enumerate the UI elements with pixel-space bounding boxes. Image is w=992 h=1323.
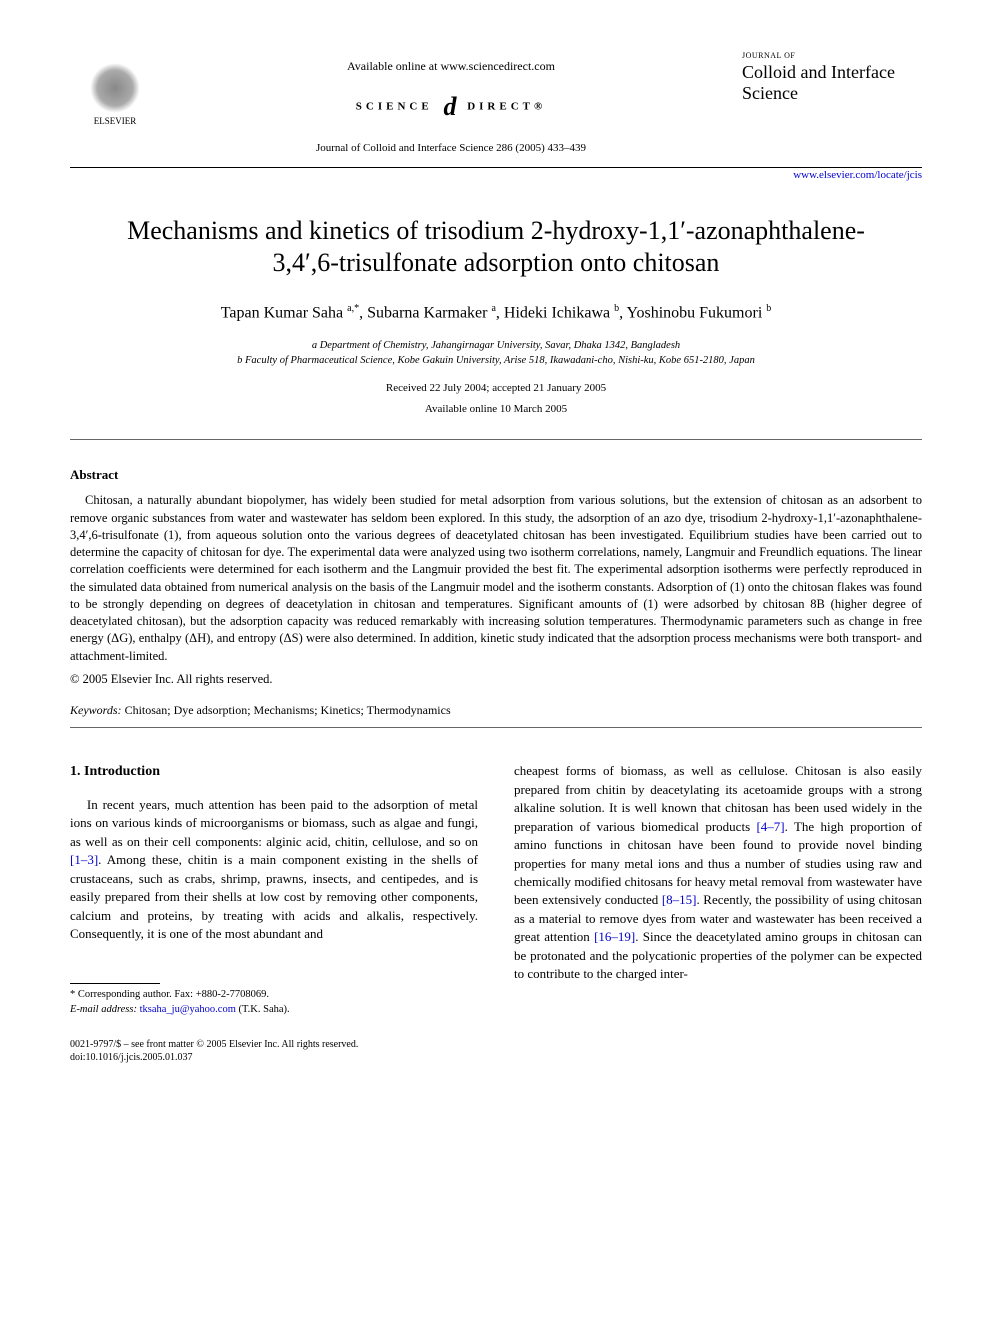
body-columns: 1. Introduction In recent years, much at…: [70, 762, 922, 1018]
intro-para-left: In recent years, much attention has been…: [70, 796, 478, 944]
section-1-heading: 1. Introduction: [70, 762, 478, 782]
abstract-heading: Abstract: [70, 466, 922, 484]
keywords-line: Keywords: Chitosan; Dye adsorption; Mech…: [70, 702, 922, 719]
elsevier-logo: ELSEVIER: [70, 50, 160, 140]
column-left: 1. Introduction In recent years, much at…: [70, 762, 478, 1018]
elsevier-tree-icon: [90, 63, 140, 113]
intro-para-right: cheapest forms of biomass, as well as ce…: [514, 762, 922, 983]
column-right: cheapest forms of biomass, as well as ce…: [514, 762, 922, 1018]
journal-small-label: Journal of: [742, 50, 922, 61]
available-online-text: Available online at www.sciencedirect.co…: [160, 58, 742, 75]
keywords-text: Chitosan; Dye adsorption; Mechanisms; Ki…: [125, 703, 451, 717]
publisher-name: ELSEVIER: [94, 115, 137, 128]
abstract-copyright: © 2005 Elsevier Inc. All rights reserved…: [70, 671, 922, 689]
footnote-rule: [70, 983, 160, 984]
received-date: Received 22 July 2004; accepted 21 Janua…: [70, 381, 922, 396]
doi-line: doi:10.1016/j.jcis.2005.01.037: [70, 1051, 922, 1065]
abstract-text: Chitosan, a naturally abundant biopolyme…: [70, 492, 922, 665]
abstract-bottom-rule: [70, 727, 922, 728]
corresponding-author: * Corresponding author. Fax: +880-2-7708…: [70, 988, 478, 1003]
header-row: ELSEVIER Available online at www.science…: [70, 50, 922, 163]
email-address[interactable]: tksaha_ju@yahoo.com: [140, 1004, 236, 1015]
journal-name: Colloid and Interface Science: [742, 62, 922, 103]
journal-citation: Journal of Colloid and Interface Science…: [160, 141, 742, 156]
sd-left: SCIENCE: [356, 101, 433, 113]
locate-url-link[interactable]: www.elsevier.com/locate/jcis: [793, 169, 922, 181]
email-name: (T.K. Saha).: [239, 1004, 290, 1015]
affiliation-b: b Faculty of Pharmaceutical Science, Kob…: [70, 354, 922, 369]
email-line: E-mail address: tksaha_ju@yahoo.com (T.K…: [70, 1003, 478, 1018]
sd-right: DIRECT®: [467, 101, 546, 113]
sciencedirect-logo: SCIENCE d DIRECT®: [160, 89, 742, 125]
affiliation-a: a Department of Chemistry, Jahangirnagar…: [70, 339, 922, 354]
affiliations: a Department of Chemistry, Jahangirnagar…: [70, 339, 922, 368]
authors-line: Tapan Kumar Saha a,*, Subarna Karmaker a…: [70, 302, 922, 325]
online-date: Available online 10 March 2005: [70, 402, 922, 417]
journal-title-box: Journal of Colloid and Interface Science: [742, 50, 922, 104]
footnotes-block: * Corresponding author. Fax: +880-2-7708…: [70, 983, 478, 1017]
abstract-top-rule: [70, 439, 922, 440]
locate-link-row: www.elsevier.com/locate/jcis: [70, 168, 922, 183]
article-title: Mechanisms and kinetics of trisodium 2-h…: [100, 215, 892, 278]
keywords-label: Keywords:: [70, 703, 122, 717]
header-center: Available online at www.sciencedirect.co…: [160, 50, 742, 163]
abstract-block: Abstract Chitosan, a naturally abundant …: [70, 466, 922, 719]
sd-d-icon: d: [443, 89, 456, 125]
bottom-info: 0021-9797/$ – see front matter © 2005 El…: [70, 1038, 922, 1065]
issn-line: 0021-9797/$ – see front matter © 2005 El…: [70, 1038, 922, 1052]
email-label: E-mail address:: [70, 1004, 137, 1015]
